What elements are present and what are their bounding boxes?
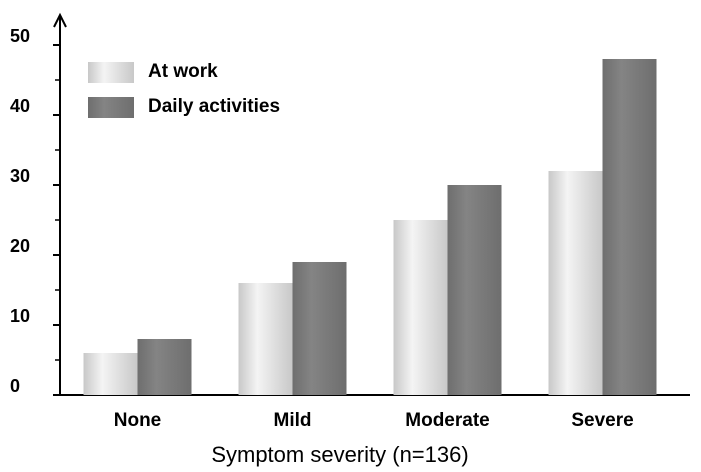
y-tick-label: 50 xyxy=(10,26,30,46)
y-axis-arrow xyxy=(53,12,67,28)
bar xyxy=(238,283,293,395)
x-tick-label: Mild xyxy=(274,410,312,431)
bar xyxy=(447,185,502,395)
legend-label: Daily activities xyxy=(148,96,280,117)
x-tick-label: None xyxy=(114,410,162,431)
y-tick-label: 20 xyxy=(10,236,30,256)
legend-label: At work xyxy=(148,61,218,82)
bar xyxy=(137,339,192,395)
bar xyxy=(393,220,448,395)
y-tick-label: 0 xyxy=(10,376,20,396)
bar xyxy=(83,353,138,395)
x-tick-label: Moderate xyxy=(405,410,489,431)
bar xyxy=(602,59,657,395)
y-tick-label: 30 xyxy=(10,166,30,186)
y-tick-label: 10 xyxy=(10,306,30,326)
x-axis-label: Symptom severity (n=136) xyxy=(211,442,468,467)
bar xyxy=(292,262,347,395)
legend-swatch xyxy=(88,97,134,118)
y-tick-label: 40 xyxy=(10,96,30,116)
x-tick-label: Severe xyxy=(571,410,633,431)
bar xyxy=(548,171,603,395)
legend-swatch xyxy=(88,62,134,83)
